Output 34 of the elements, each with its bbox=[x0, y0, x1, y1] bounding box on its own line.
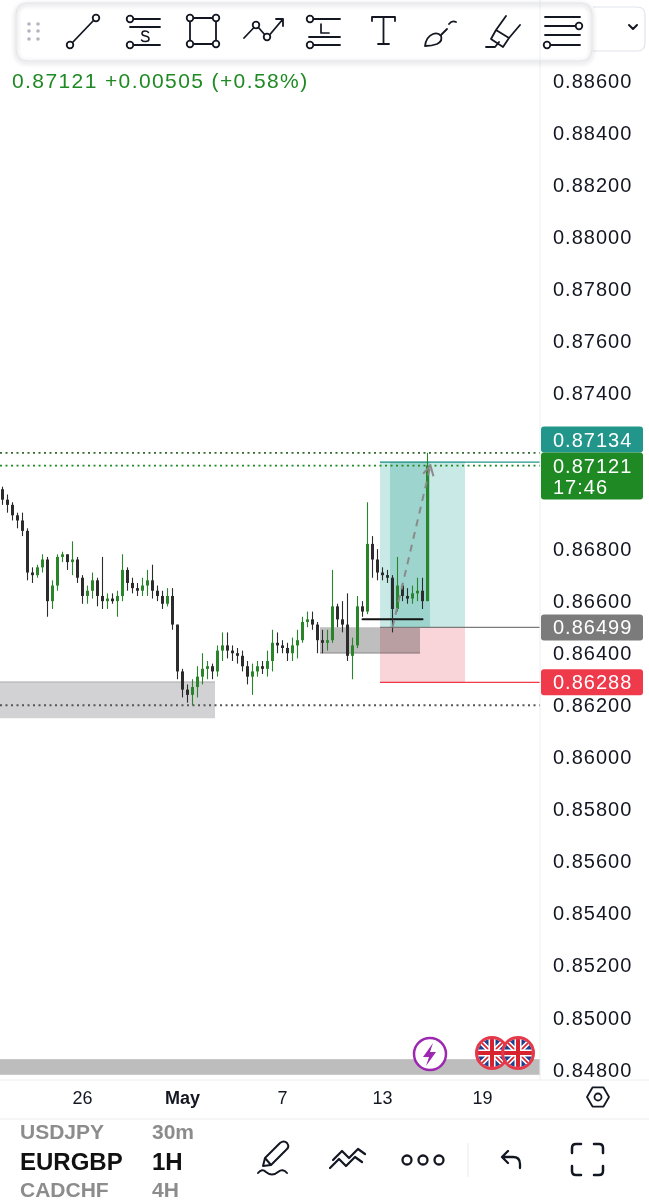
y-tick-label: 0.87600 bbox=[553, 329, 633, 352]
y-tick-label: 0.88600 bbox=[553, 69, 633, 92]
y-tick-label: 0.85400 bbox=[553, 902, 633, 925]
y-tick-label: 0.86200 bbox=[553, 694, 633, 717]
y-tick-label: 0.88200 bbox=[553, 173, 633, 196]
y-tick-label: 0.87800 bbox=[553, 277, 633, 300]
x-tick-label: 26 bbox=[72, 1088, 93, 1108]
ref-line-label: 0.87134 bbox=[553, 428, 633, 451]
y-tick-label: 0.86000 bbox=[553, 746, 633, 769]
ref-line-label: 0.86288 bbox=[553, 671, 633, 694]
x-tick-label: 19 bbox=[472, 1088, 493, 1108]
ref-line-label: 0.87121 17:46 bbox=[553, 454, 633, 498]
text: 30m bbox=[152, 1119, 195, 1143]
text: 0.87121 +0.00505 (+0.58%) bbox=[12, 68, 309, 92]
x-tick-label: 13 bbox=[372, 1088, 393, 1108]
text: 4H bbox=[152, 1177, 179, 1200]
y-tick-label: 0.86600 bbox=[553, 590, 633, 613]
x-tick-label: May bbox=[164, 1088, 201, 1108]
text: EURGBP bbox=[20, 1147, 123, 1175]
y-tick-label: 0.85000 bbox=[553, 1006, 633, 1029]
text: 1H bbox=[152, 1147, 183, 1175]
y-tick-label: 0.85200 bbox=[553, 954, 633, 977]
y-tick-label: 0.88400 bbox=[553, 121, 633, 144]
y-tick-label: 0.86400 bbox=[553, 642, 633, 665]
x-tick-label: 7 bbox=[277, 1088, 288, 1108]
y-tick-label: 0.88000 bbox=[553, 225, 633, 248]
y-tick-label: 0.85600 bbox=[553, 850, 633, 873]
y-tick-label: 0.85800 bbox=[553, 798, 633, 821]
ref-line-label: 0.86499 bbox=[553, 616, 633, 639]
y-tick-label: 0.87400 bbox=[553, 381, 633, 404]
y-tick-label: 0.86800 bbox=[553, 538, 633, 561]
y-tick-label: 0.84800 bbox=[553, 1058, 633, 1081]
text: CADCHF bbox=[20, 1177, 109, 1200]
text: USDJPY bbox=[20, 1119, 105, 1143]
